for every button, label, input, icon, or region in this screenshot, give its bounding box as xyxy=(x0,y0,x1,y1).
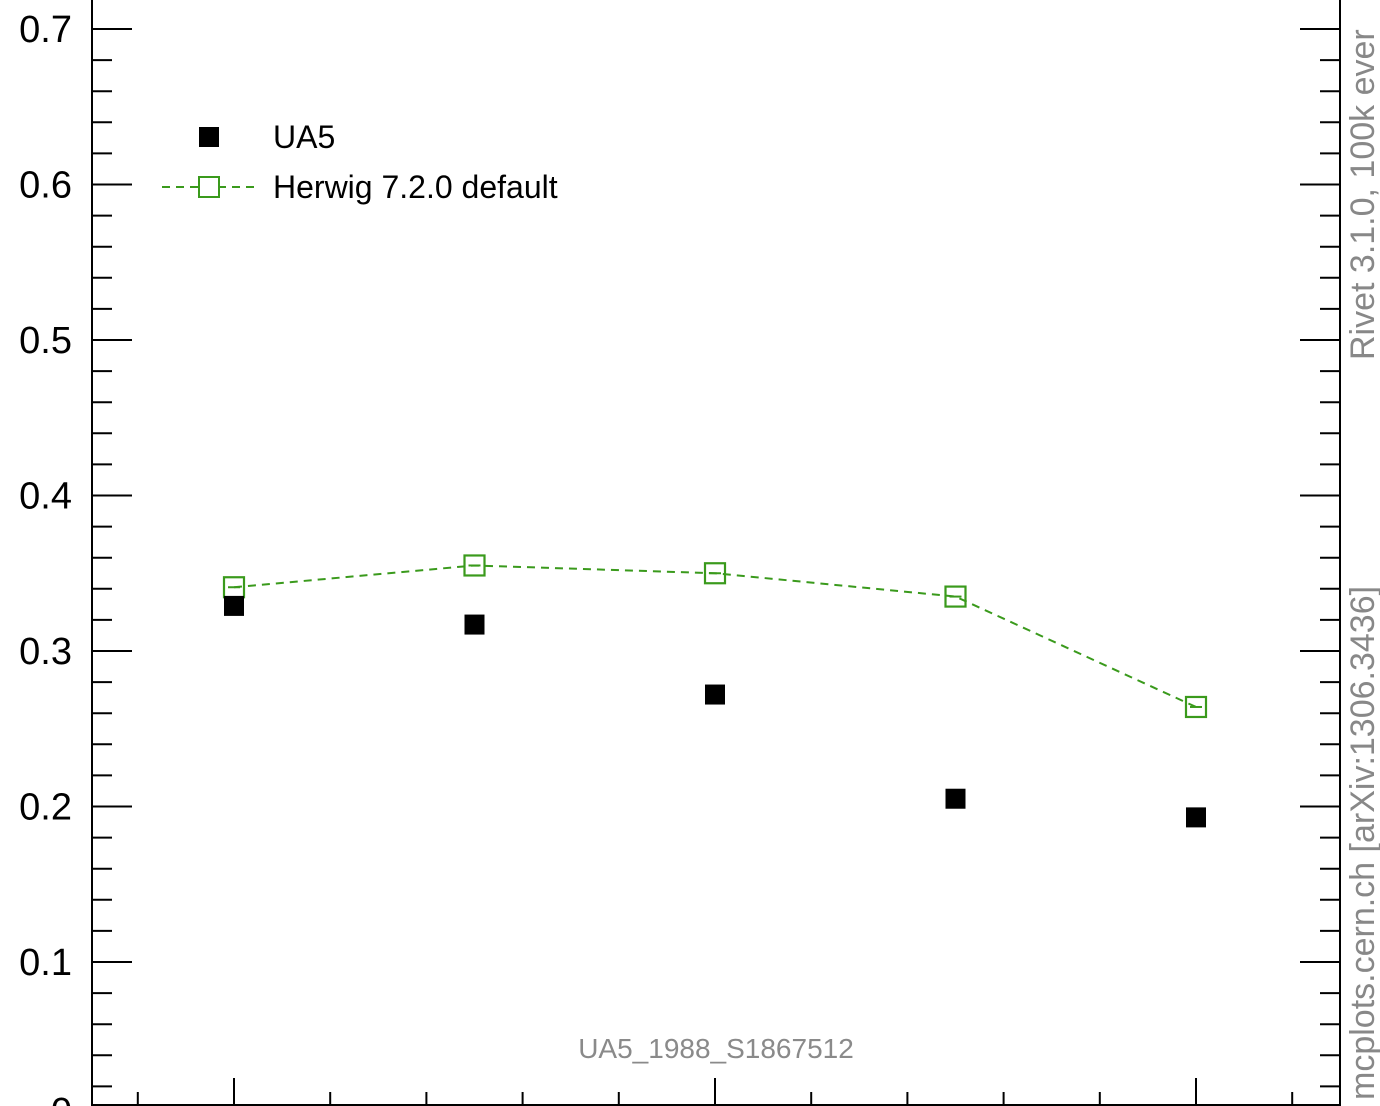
y-tick-label: 0.5 xyxy=(19,320,72,362)
legend-label-herwig: Herwig 7.2.0 default xyxy=(273,169,558,205)
mcplots-label: mcplots.cern.ch [arXiv:1306.3436] xyxy=(1344,586,1380,1100)
ua5-point xyxy=(224,595,244,616)
herwig-point xyxy=(703,562,727,585)
herwig-point xyxy=(1184,695,1208,719)
ua5-point xyxy=(464,614,485,635)
ua5-point xyxy=(945,788,966,809)
legend-marker-herwig xyxy=(198,176,220,198)
legend: UA5 Herwig 7.2.0 default xyxy=(162,119,558,205)
y-tick-label: 0.3 xyxy=(19,631,72,673)
y-axis-ticks: 0.1 0.2 0.3 0.4 0.5 0.6 0.7 0 xyxy=(19,9,1340,1106)
y-tick-label: 0.6 xyxy=(19,165,72,207)
legend-marker-ua5 xyxy=(199,127,219,147)
y-tick-label-zero: 0 xyxy=(51,1091,72,1106)
analysis-label: UA5_1988_S1867512 xyxy=(578,1033,854,1064)
ua5-point xyxy=(1186,807,1206,828)
herwig-point xyxy=(463,554,486,577)
series-ua5 xyxy=(224,595,1206,828)
herwig-point xyxy=(944,585,967,608)
y-tick-label: 0.2 xyxy=(19,787,72,829)
rivet-label: Rivet 3.1.0, 100k ever xyxy=(1344,29,1380,360)
y-tick-label: 0.7 xyxy=(19,9,72,51)
x-axis-ticks xyxy=(136,1078,1294,1106)
legend-label-ua5: UA5 xyxy=(273,119,335,155)
ua5-point xyxy=(705,684,725,705)
plot-frame xyxy=(91,0,1341,1106)
y-tick-label: 0.4 xyxy=(19,476,72,518)
y-tick-label: 0.1 xyxy=(19,942,72,984)
